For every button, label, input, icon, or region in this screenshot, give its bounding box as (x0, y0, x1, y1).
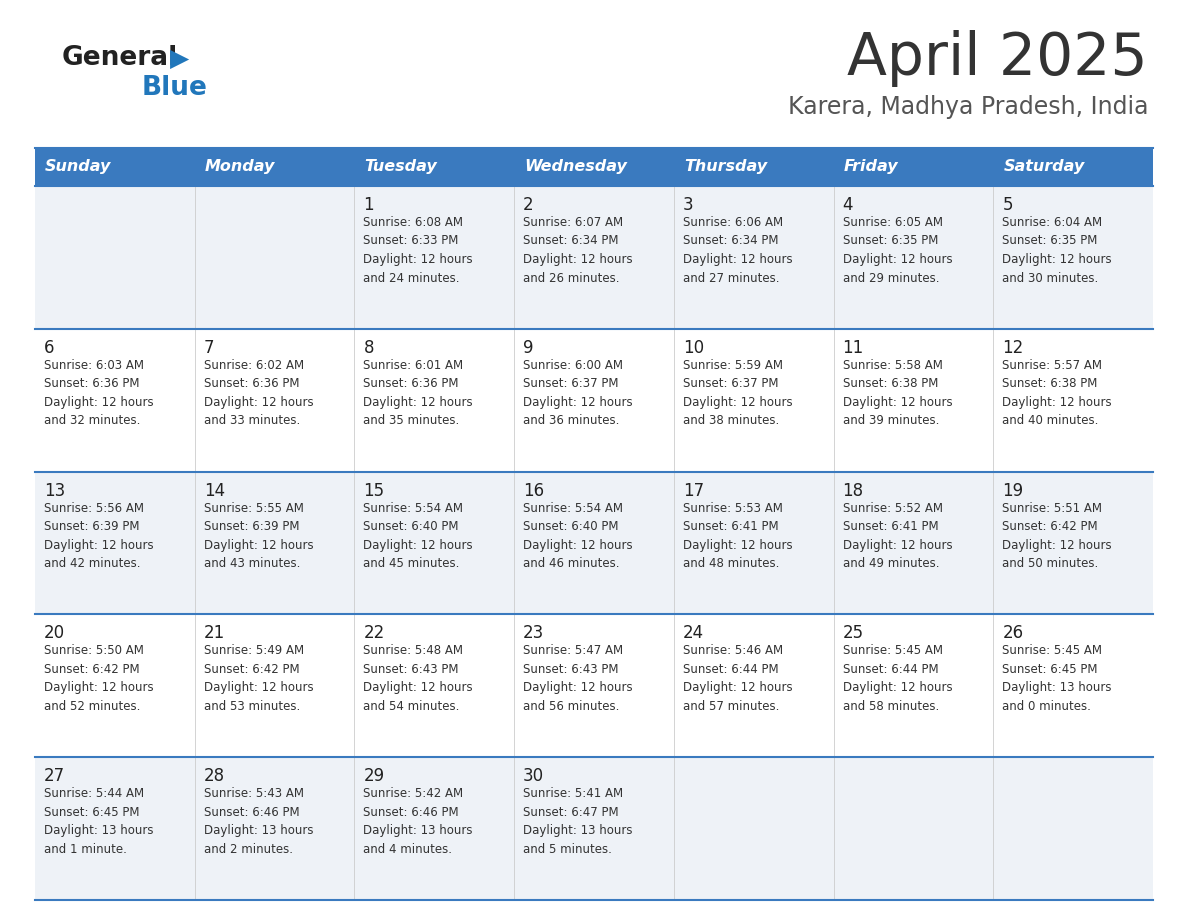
Text: Sunrise: 5:46 AM
Sunset: 6:44 PM
Daylight: 12 hours
and 57 minutes.: Sunrise: 5:46 AM Sunset: 6:44 PM Dayligh… (683, 644, 792, 713)
Text: Sunrise: 5:52 AM
Sunset: 6:41 PM
Daylight: 12 hours
and 49 minutes.: Sunrise: 5:52 AM Sunset: 6:41 PM Dayligh… (842, 501, 953, 570)
Text: 6: 6 (44, 339, 55, 357)
Text: 24: 24 (683, 624, 704, 643)
Text: Sunrise: 5:41 AM
Sunset: 6:47 PM
Daylight: 13 hours
and 5 minutes.: Sunrise: 5:41 AM Sunset: 6:47 PM Dayligh… (523, 788, 633, 856)
Text: Blue: Blue (143, 75, 208, 101)
Text: Sunrise: 5:49 AM
Sunset: 6:42 PM
Daylight: 12 hours
and 53 minutes.: Sunrise: 5:49 AM Sunset: 6:42 PM Dayligh… (203, 644, 314, 713)
Text: Saturday: Saturday (1004, 160, 1085, 174)
Text: 9: 9 (523, 339, 533, 357)
Bar (34, 757, 1154, 900)
Text: 12: 12 (1003, 339, 1024, 357)
Text: 27: 27 (44, 767, 65, 785)
Text: Sunrise: 5:56 AM
Sunset: 6:39 PM
Daylight: 12 hours
and 42 minutes.: Sunrise: 5:56 AM Sunset: 6:39 PM Dayligh… (44, 501, 153, 570)
Text: Wednesday: Wednesday (524, 160, 627, 174)
Text: 30: 30 (523, 767, 544, 785)
Bar (34, 614, 1154, 757)
Bar (34, 329, 1154, 472)
Text: Sunrise: 5:42 AM
Sunset: 6:46 PM
Daylight: 13 hours
and 4 minutes.: Sunrise: 5:42 AM Sunset: 6:46 PM Dayligh… (364, 788, 473, 856)
Text: Sunrise: 6:05 AM
Sunset: 6:35 PM
Daylight: 12 hours
and 29 minutes.: Sunrise: 6:05 AM Sunset: 6:35 PM Dayligh… (842, 216, 953, 285)
Text: Sunrise: 6:02 AM
Sunset: 6:36 PM
Daylight: 12 hours
and 33 minutes.: Sunrise: 6:02 AM Sunset: 6:36 PM Dayligh… (203, 359, 314, 427)
Text: 7: 7 (203, 339, 214, 357)
Text: Sunrise: 6:06 AM
Sunset: 6:34 PM
Daylight: 12 hours
and 27 minutes.: Sunrise: 6:06 AM Sunset: 6:34 PM Dayligh… (683, 216, 792, 285)
Text: 10: 10 (683, 339, 704, 357)
Text: 4: 4 (842, 196, 853, 214)
Text: Thursday: Thursday (684, 160, 767, 174)
Text: Monday: Monday (204, 160, 276, 174)
Text: Sunday: Sunday (45, 160, 112, 174)
Text: 11: 11 (842, 339, 864, 357)
Text: 19: 19 (1003, 482, 1023, 499)
Text: 18: 18 (842, 482, 864, 499)
Text: 25: 25 (842, 624, 864, 643)
Text: Sunrise: 5:57 AM
Sunset: 6:38 PM
Daylight: 12 hours
and 40 minutes.: Sunrise: 5:57 AM Sunset: 6:38 PM Dayligh… (1003, 359, 1112, 427)
Text: Sunrise: 5:51 AM
Sunset: 6:42 PM
Daylight: 12 hours
and 50 minutes.: Sunrise: 5:51 AM Sunset: 6:42 PM Dayligh… (1003, 501, 1112, 570)
Text: 15: 15 (364, 482, 385, 499)
Text: 14: 14 (203, 482, 225, 499)
Text: 17: 17 (683, 482, 704, 499)
Bar (34, 186, 1154, 329)
Text: Sunrise: 5:54 AM
Sunset: 6:40 PM
Daylight: 12 hours
and 46 minutes.: Sunrise: 5:54 AM Sunset: 6:40 PM Dayligh… (523, 501, 633, 570)
Text: Sunrise: 5:45 AM
Sunset: 6:44 PM
Daylight: 12 hours
and 58 minutes.: Sunrise: 5:45 AM Sunset: 6:44 PM Dayligh… (842, 644, 953, 713)
Text: Karera, Madhya Pradesh, India: Karera, Madhya Pradesh, India (788, 95, 1148, 119)
Text: 13: 13 (44, 482, 65, 499)
Text: 5: 5 (1003, 196, 1013, 214)
Text: Sunrise: 5:59 AM
Sunset: 6:37 PM
Daylight: 12 hours
and 38 minutes.: Sunrise: 5:59 AM Sunset: 6:37 PM Dayligh… (683, 359, 792, 427)
Text: Sunrise: 6:08 AM
Sunset: 6:33 PM
Daylight: 12 hours
and 24 minutes.: Sunrise: 6:08 AM Sunset: 6:33 PM Dayligh… (364, 216, 473, 285)
Text: Sunrise: 5:47 AM
Sunset: 6:43 PM
Daylight: 12 hours
and 56 minutes.: Sunrise: 5:47 AM Sunset: 6:43 PM Dayligh… (523, 644, 633, 713)
Text: Sunrise: 6:07 AM
Sunset: 6:34 PM
Daylight: 12 hours
and 26 minutes.: Sunrise: 6:07 AM Sunset: 6:34 PM Dayligh… (523, 216, 633, 285)
Text: April 2025: April 2025 (847, 30, 1148, 87)
Text: 2: 2 (523, 196, 533, 214)
Text: Sunrise: 6:04 AM
Sunset: 6:35 PM
Daylight: 12 hours
and 30 minutes.: Sunrise: 6:04 AM Sunset: 6:35 PM Dayligh… (1003, 216, 1112, 285)
Bar (34, 472, 1154, 614)
Text: Sunrise: 5:44 AM
Sunset: 6:45 PM
Daylight: 13 hours
and 1 minute.: Sunrise: 5:44 AM Sunset: 6:45 PM Dayligh… (44, 788, 153, 856)
Text: 3: 3 (683, 196, 694, 214)
Text: Sunrise: 6:00 AM
Sunset: 6:37 PM
Daylight: 12 hours
and 36 minutes.: Sunrise: 6:00 AM Sunset: 6:37 PM Dayligh… (523, 359, 633, 427)
Text: 28: 28 (203, 767, 225, 785)
Text: Sunrise: 5:54 AM
Sunset: 6:40 PM
Daylight: 12 hours
and 45 minutes.: Sunrise: 5:54 AM Sunset: 6:40 PM Dayligh… (364, 501, 473, 570)
Text: Sunrise: 5:43 AM
Sunset: 6:46 PM
Daylight: 13 hours
and 2 minutes.: Sunrise: 5:43 AM Sunset: 6:46 PM Dayligh… (203, 788, 314, 856)
Text: Sunrise: 5:53 AM
Sunset: 6:41 PM
Daylight: 12 hours
and 48 minutes.: Sunrise: 5:53 AM Sunset: 6:41 PM Dayligh… (683, 501, 792, 570)
Text: ▶: ▶ (170, 47, 189, 71)
Text: 1: 1 (364, 196, 374, 214)
Text: 20: 20 (44, 624, 65, 643)
Text: Sunrise: 5:45 AM
Sunset: 6:45 PM
Daylight: 13 hours
and 0 minutes.: Sunrise: 5:45 AM Sunset: 6:45 PM Dayligh… (1003, 644, 1112, 713)
Text: Sunrise: 5:48 AM
Sunset: 6:43 PM
Daylight: 12 hours
and 54 minutes.: Sunrise: 5:48 AM Sunset: 6:43 PM Dayligh… (364, 644, 473, 713)
Text: 21: 21 (203, 624, 225, 643)
Text: Sunrise: 5:55 AM
Sunset: 6:39 PM
Daylight: 12 hours
and 43 minutes.: Sunrise: 5:55 AM Sunset: 6:39 PM Dayligh… (203, 501, 314, 570)
Text: 26: 26 (1003, 624, 1023, 643)
Text: Sunrise: 5:50 AM
Sunset: 6:42 PM
Daylight: 12 hours
and 52 minutes.: Sunrise: 5:50 AM Sunset: 6:42 PM Dayligh… (44, 644, 153, 713)
Text: 22: 22 (364, 624, 385, 643)
Text: General: General (62, 45, 178, 71)
Text: 29: 29 (364, 767, 385, 785)
Text: Sunrise: 5:58 AM
Sunset: 6:38 PM
Daylight: 12 hours
and 39 minutes.: Sunrise: 5:58 AM Sunset: 6:38 PM Dayligh… (842, 359, 953, 427)
Text: Sunrise: 6:01 AM
Sunset: 6:36 PM
Daylight: 12 hours
and 35 minutes.: Sunrise: 6:01 AM Sunset: 6:36 PM Dayligh… (364, 359, 473, 427)
Text: 16: 16 (523, 482, 544, 499)
Text: Sunrise: 6:03 AM
Sunset: 6:36 PM
Daylight: 12 hours
and 32 minutes.: Sunrise: 6:03 AM Sunset: 6:36 PM Dayligh… (44, 359, 153, 427)
Text: 23: 23 (523, 624, 544, 643)
Bar (34, 148, 1154, 186)
Text: 8: 8 (364, 339, 374, 357)
Text: Tuesday: Tuesday (365, 160, 437, 174)
Text: Friday: Friday (843, 160, 898, 174)
